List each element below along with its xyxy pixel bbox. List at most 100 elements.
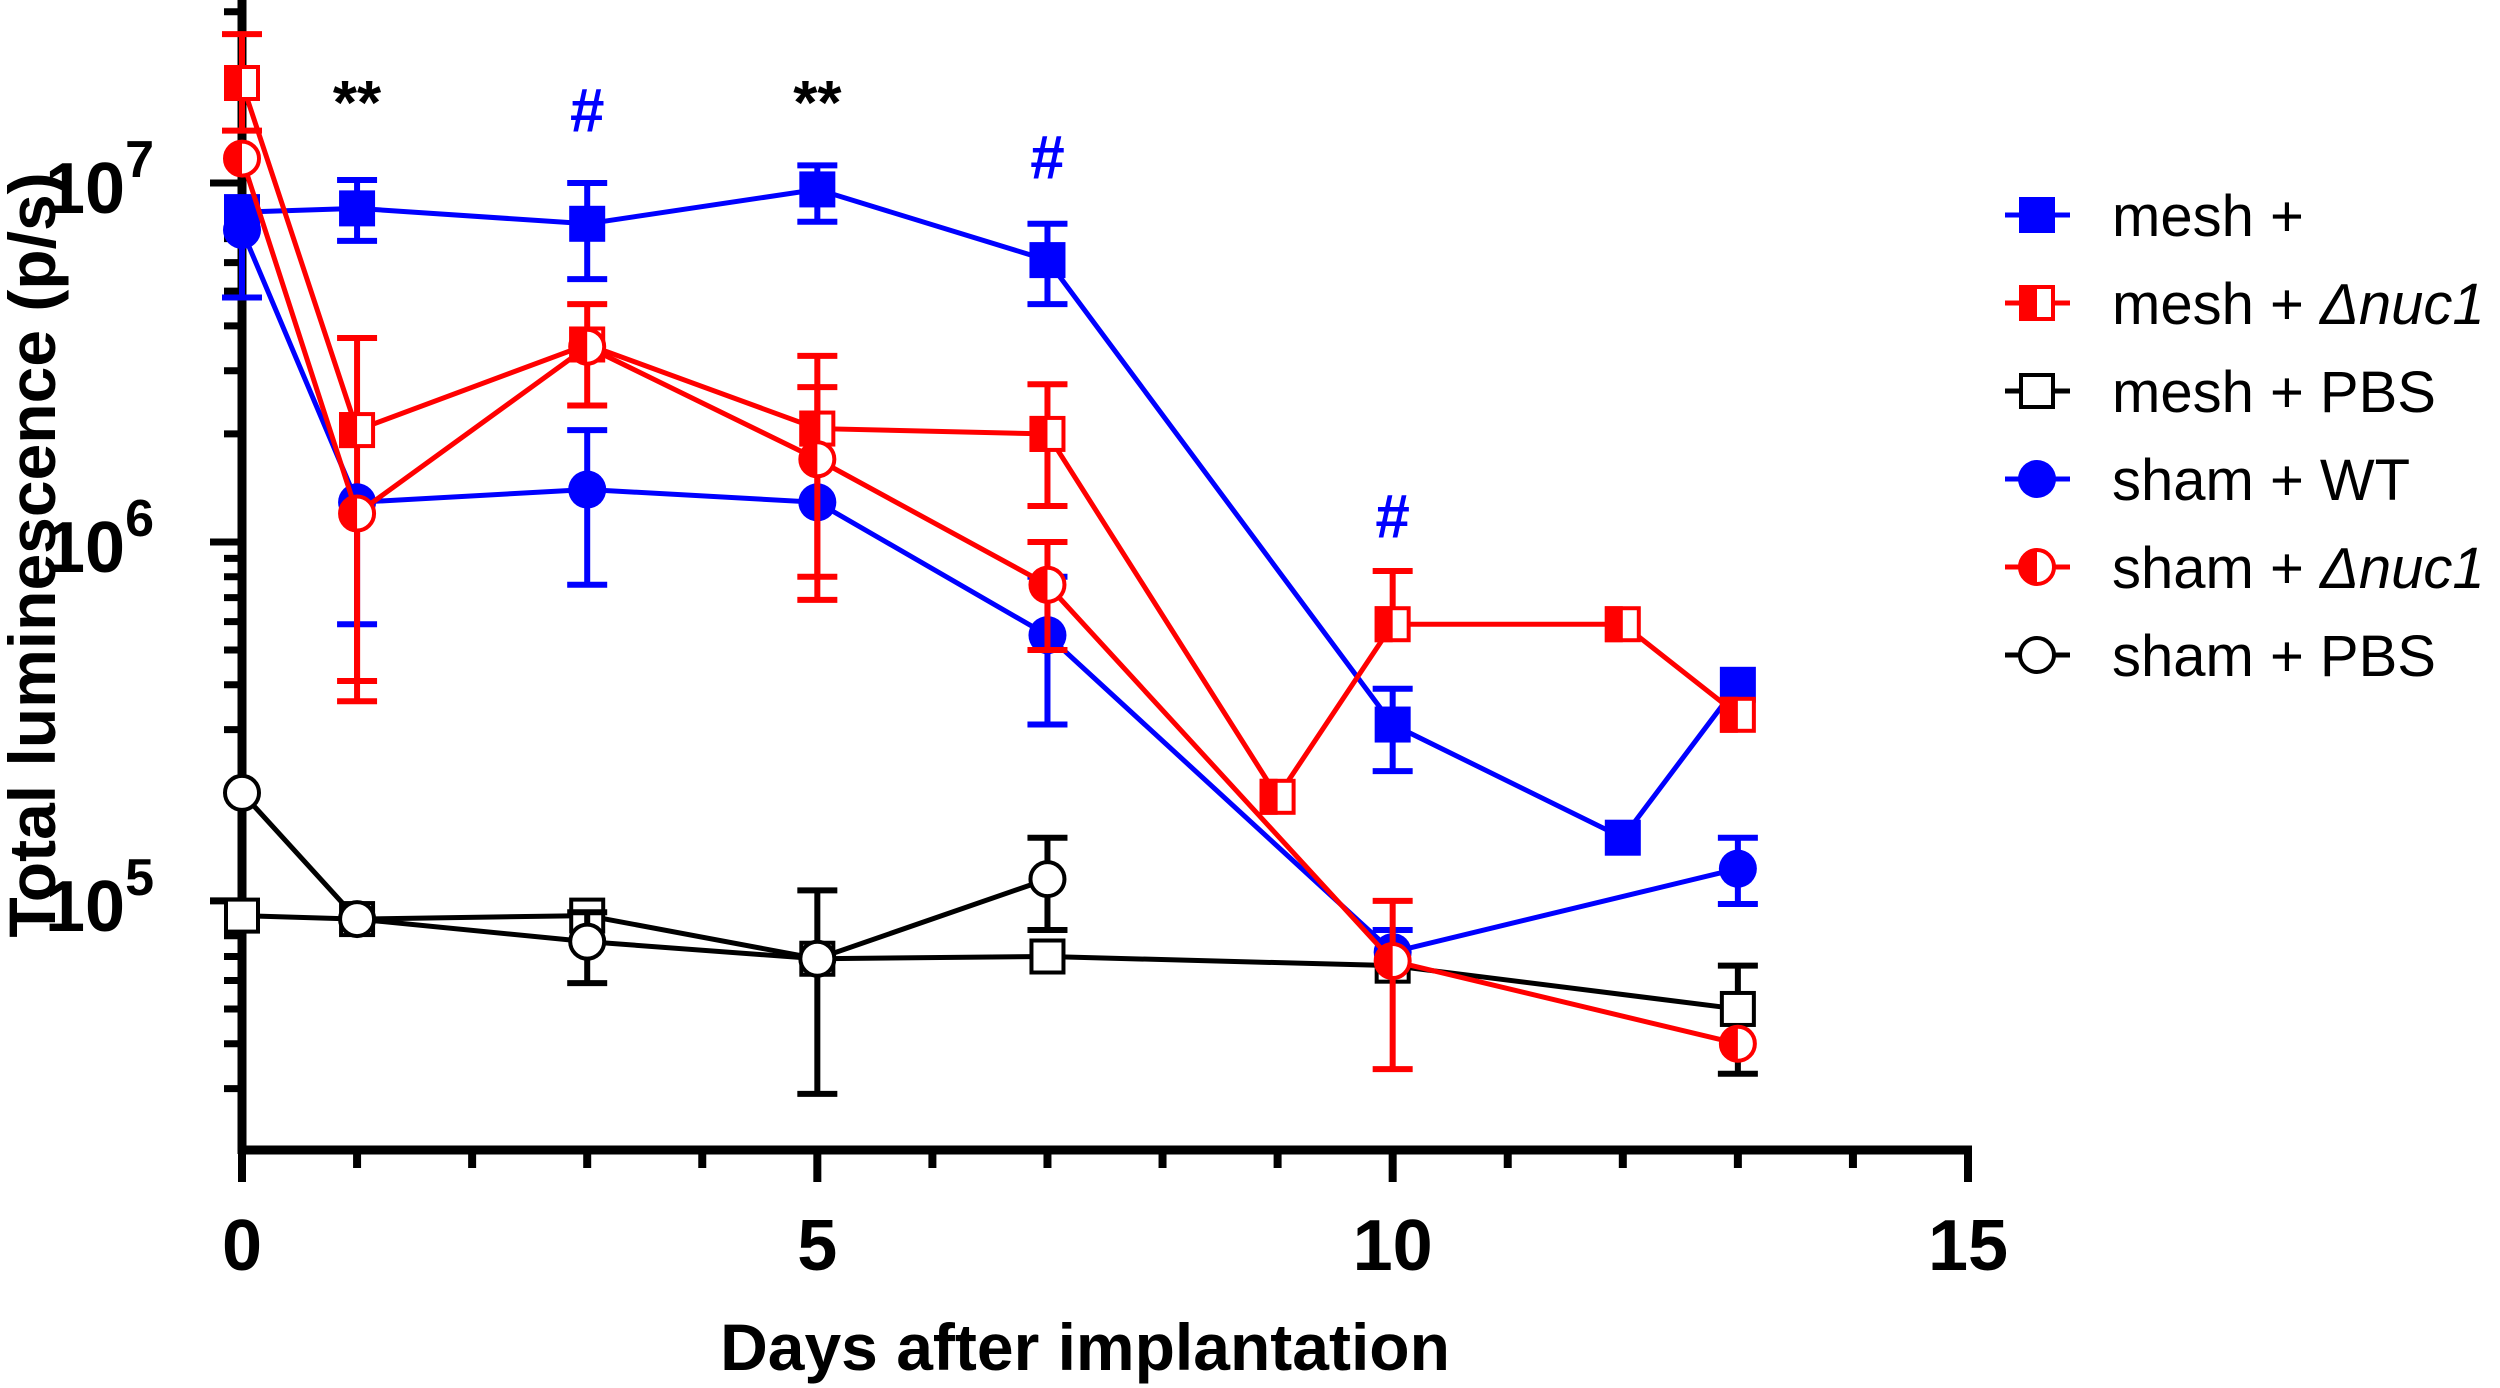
y-tick-exponent: 5 [125, 849, 154, 907]
legend-item: sham + WT [2005, 448, 2410, 513]
series-line [239, 229, 1739, 955]
x-tick-label: 0 [222, 1206, 262, 1286]
series-line [239, 82, 1740, 802]
data-point [338, 494, 377, 533]
data-point [569, 205, 606, 242]
legend-label-text: sham + [2112, 536, 2320, 601]
significance-annotation: ** [793, 69, 842, 138]
x-tick-label: 15 [1928, 1206, 2008, 1286]
legend-label-italic: Δnuc1 [2318, 536, 2485, 601]
legend-item: mesh + [2005, 184, 2304, 249]
data-point [1374, 706, 1411, 743]
series-line [241, 186, 1740, 841]
legend-label: mesh + PBS [2112, 360, 2436, 425]
data-point [339, 412, 376, 449]
circle-marker [568, 922, 607, 961]
square-marker [1029, 242, 1066, 279]
legend-label-text: mesh + [2112, 272, 2320, 337]
data-point [1028, 565, 1067, 604]
square-marker [339, 190, 376, 227]
data-point [223, 210, 261, 249]
data-point [798, 440, 837, 479]
data-point [568, 327, 607, 366]
data-point [1029, 938, 1066, 975]
legend-marker [2019, 197, 2055, 233]
significance-annotation: # [1030, 124, 1064, 193]
y-axis-title: Total luminescence (p/s) [0, 172, 69, 937]
square-half-fill [1259, 778, 1278, 815]
data-point [223, 773, 261, 812]
legend-label: sham + PBS [2112, 624, 2436, 689]
circle-half-fill [799, 441, 818, 478]
data-point [1604, 819, 1641, 856]
circle-marker [568, 470, 607, 509]
square-marker [2019, 197, 2055, 233]
data-point [1029, 242, 1066, 279]
square-half-fill [1604, 606, 1623, 643]
legend-label: mesh + Δnuc1 [2112, 272, 2485, 337]
series-sham-nuc1 [223, 139, 1757, 1073]
data-point [224, 65, 260, 102]
y-tick-exponent: 6 [125, 490, 154, 548]
significance-annotation: # [570, 77, 604, 146]
data-point [224, 897, 260, 934]
data-point [798, 939, 837, 978]
circle-marker [2018, 460, 2056, 498]
legend-label-text: sham + WT [2112, 448, 2410, 513]
plot-area: ** # ** # # [222, 31, 1758, 1097]
data-point [1029, 415, 1066, 452]
legend-marker [2018, 460, 2056, 498]
legend: mesh + mesh + Δnuc1 mesh + PBS sham + WT sh… [2005, 184, 2485, 689]
circle-marker [1028, 860, 1067, 899]
legend-label-italic: Δnuc1 [2318, 272, 2485, 337]
legend-item: mesh + Δnuc1 [2005, 272, 2485, 337]
square-marker [1719, 990, 1756, 1027]
x-tick-label: 5 [797, 1206, 837, 1286]
data-point [338, 900, 377, 939]
data-point [1718, 1024, 1757, 1063]
series-sham-pbs [223, 773, 1068, 1097]
square-marker [569, 205, 606, 242]
legend-marker [2019, 285, 2055, 321]
legend-item: sham + Δnuc1 [2005, 536, 2485, 601]
series-mesh-wt [224, 162, 1756, 856]
y-tick-base: 10 [45, 867, 125, 947]
legend-label: mesh + [2112, 184, 2304, 249]
square-marker [799, 171, 836, 208]
legend-label-text: mesh + PBS [2112, 360, 2436, 425]
data-point [1028, 860, 1067, 899]
y-tick-exponent: 7 [125, 131, 154, 189]
y-tick-base: 10 [45, 149, 125, 229]
data-point [568, 470, 607, 509]
data-point [1259, 778, 1296, 815]
circle-half-fill [2019, 549, 2037, 585]
circle-marker [223, 773, 261, 812]
legend-marker [2018, 548, 2056, 586]
circle-half-fill [1029, 566, 1048, 603]
data-point [1719, 696, 1756, 733]
square-half-fill [2019, 285, 2037, 321]
series-mesh-pbs [224, 897, 1758, 1077]
circle-marker [223, 210, 261, 249]
data-point [339, 190, 376, 227]
data-point [1604, 606, 1641, 643]
circle-marker [338, 900, 377, 939]
square-marker [2019, 373, 2055, 409]
y-tick-base: 10 [45, 508, 125, 588]
circle-marker [1718, 849, 1757, 888]
series-mesh-nuc1 [222, 31, 1756, 815]
data-point [223, 139, 261, 178]
data-point [568, 922, 607, 961]
data-point [1374, 606, 1411, 643]
square-marker [1029, 938, 1066, 975]
square-half-fill [1719, 696, 1738, 733]
y-tick-label: 106 [45, 490, 154, 588]
legend-label-text: sham + PBS [2112, 624, 2436, 689]
circle-marker [798, 939, 837, 978]
legend-item: sham + PBS [2005, 624, 2436, 689]
significance-annotation: # [1375, 483, 1409, 552]
circle-half-fill [1374, 943, 1393, 980]
x-tick-label: 10 [1353, 1206, 1433, 1286]
circle-half-fill [1719, 1025, 1738, 1062]
